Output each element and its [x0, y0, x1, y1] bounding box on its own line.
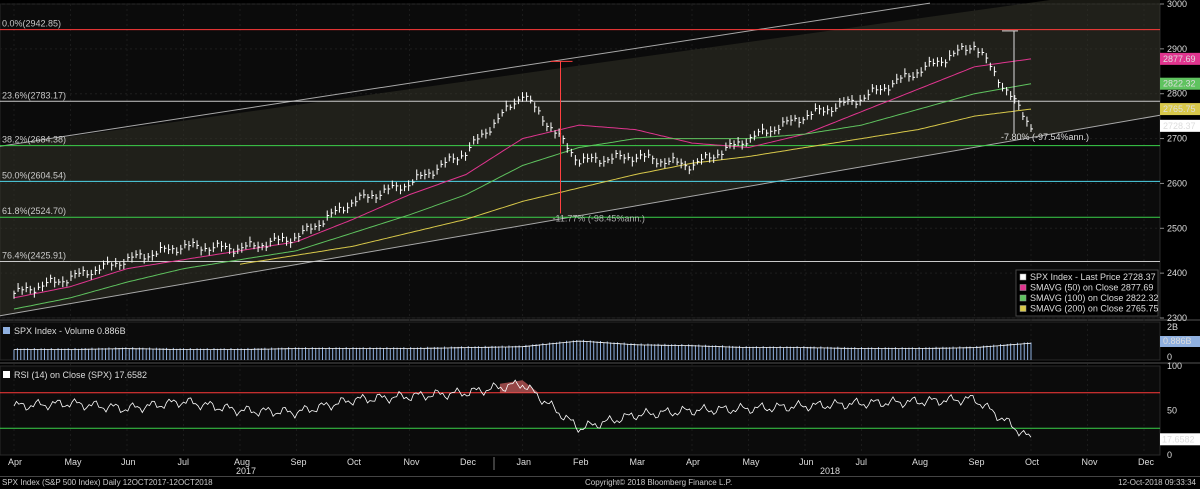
legend-swatch — [1019, 284, 1027, 291]
x-tick-label: Aug — [912, 457, 928, 467]
legend-label: SMAVG (100) on Close 2822.32 — [1030, 293, 1158, 303]
legend-label: SMAVG (50) on Close 2877.69 — [1030, 283, 1153, 293]
last-value-label: 2765.75 — [1163, 104, 1196, 114]
last-value-label: 2822.32 — [1163, 79, 1196, 89]
drawdown-annotation: -11.77% (-98.45%ann.) — [553, 214, 645, 224]
year-label: 2018 — [820, 466, 840, 476]
rsi-y-label: 100 — [1167, 361, 1182, 371]
legend-box — [1015, 269, 1159, 317]
y-tick-label: 2300 — [1167, 313, 1187, 323]
rsi-last-label: 17.6582 — [1162, 434, 1195, 444]
x-tick-label: Apr — [686, 457, 700, 467]
footer-bar: SPX Index (S&P 500 Index) Daily 12OCT201… — [0, 476, 1200, 489]
y-tick-label: 3000 — [1167, 0, 1187, 9]
x-tick-label: Dec — [1138, 457, 1155, 467]
trend-line-lower — [0, 114, 1161, 317]
x-tick-label: Sep — [291, 457, 307, 467]
x-tick-label: Dec — [460, 457, 477, 467]
x-tick-label: Oct — [347, 457, 362, 467]
price-panel — [0, 3, 1161, 319]
last-value-tag — [1160, 103, 1200, 116]
legend-swatch — [1019, 294, 1027, 302]
volume-average-line — [14, 340, 1032, 350]
y-tick-label: 2600 — [1167, 178, 1187, 188]
x-tick-label: May — [743, 457, 761, 467]
legend-label: SPX Index - Last Price 2728.37 — [1030, 272, 1156, 282]
fib-level-label: 0.0%(2942.85) — [2, 19, 61, 29]
x-tick-label: Apr — [8, 457, 22, 467]
x-tick-label: Jul — [178, 457, 190, 467]
volume-last-tag — [1160, 336, 1200, 347]
last-value-label: 2877.69 — [1163, 54, 1196, 64]
volume-title: SPX Index - Volume 0.886B — [14, 326, 126, 336]
rsi-last-tag — [1160, 433, 1200, 446]
volume-y-label: 2B — [1167, 322, 1178, 332]
footer-copyright: Copyright© 2018 Bloomberg Finance L.P. — [585, 478, 733, 487]
x-tick-label: Feb — [573, 457, 589, 467]
drop-annotation: -7.80% (-97.54%ann.) — [1001, 132, 1089, 142]
rsi-y-label: 50 — [1167, 406, 1177, 416]
legend-swatch — [1019, 273, 1027, 281]
fib-level-label: 38.2%(2684.38) — [2, 135, 66, 145]
last-value-label: 2728.37 — [1163, 121, 1196, 131]
x-tick-label: Jan — [517, 457, 532, 467]
y-tick-label: 2800 — [1167, 89, 1187, 99]
volume-last-label: 0.886B — [1163, 336, 1192, 346]
trend-channel-fill — [0, 0, 1160, 316]
y-tick-label: 2400 — [1167, 268, 1187, 278]
sma-line — [239, 108, 1032, 265]
x-tick-label: Aug — [234, 457, 250, 467]
rsi-overbought-fill — [499, 380, 546, 393]
x-tick-label: Mar — [630, 457, 646, 467]
y-tick-label: 2900 — [1167, 44, 1187, 54]
last-value-tag — [1160, 119, 1200, 132]
rsi-line — [13, 379, 1032, 438]
fib-level-label: 76.4%(2425.91) — [2, 251, 66, 261]
footer-security: SPX Index (S&P 500 Index) Daily 12OCT201… — [2, 478, 213, 487]
legend-swatch — [1019, 305, 1027, 312]
sma-line — [13, 58, 1032, 299]
last-value-tag — [1160, 52, 1200, 65]
volume-swatch — [3, 327, 10, 334]
x-tick-label: Jul — [856, 457, 868, 467]
x-tick-label: Sep — [969, 457, 985, 467]
last-value-tag — [1160, 77, 1200, 90]
legend-label: SMAVG (200) on Close 2765.75 — [1030, 304, 1158, 314]
x-tick-label: Oct — [1025, 457, 1040, 467]
trend-line-upper — [0, 2, 931, 147]
rsi-y-label: 0 — [1167, 450, 1172, 460]
volume-y-label: 0 — [1167, 352, 1172, 362]
x-tick-label: Nov — [404, 457, 421, 467]
x-tick-label: Jun — [121, 457, 136, 467]
fib-level-label: 61.8%(2524.70) — [2, 206, 66, 216]
y-tick-label: 2700 — [1167, 134, 1187, 144]
x-tick-label: Jun — [799, 457, 814, 467]
fib-level-label: 50.0%(2604.54) — [2, 170, 66, 180]
rsi-panel — [0, 365, 1161, 456]
x-tick-label: May — [65, 457, 83, 467]
fib-level-label: 23.6%(2783.17) — [2, 90, 66, 100]
x-tick-label: Nov — [1082, 457, 1099, 467]
footer-timestamp: 12-Oct-2018 09:33:34 — [1118, 478, 1196, 487]
rsi-swatch — [3, 371, 10, 378]
year-label: 2017 — [236, 466, 256, 476]
y-tick-label: 2500 — [1167, 223, 1187, 233]
rsi-title: RSI (14) on Close (SPX) 17.6582 — [14, 370, 147, 380]
sma-line — [13, 83, 1032, 310]
